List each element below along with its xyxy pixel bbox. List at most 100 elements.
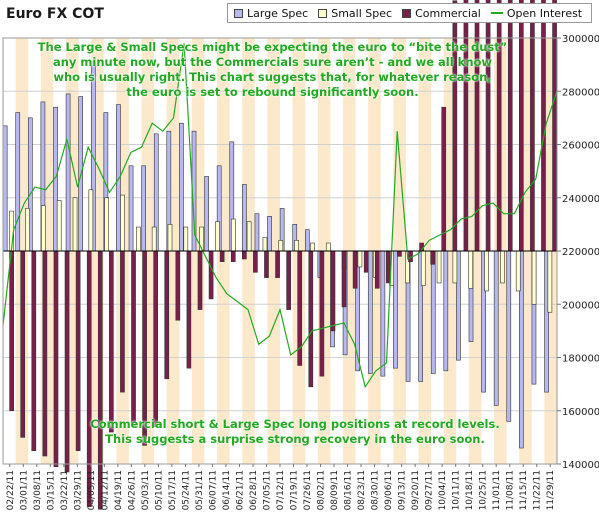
bar-small-spec xyxy=(294,240,299,252)
x-tick-label: 10/18/11 xyxy=(465,470,475,510)
bar-small-spec xyxy=(357,250,363,268)
x-tick-label: 11/15/11 xyxy=(519,470,529,510)
x-tick-label: 08/16/11 xyxy=(344,470,354,510)
legend-swatch-commercial xyxy=(402,8,412,18)
bar-small-spec xyxy=(531,250,537,305)
x-tick-label: 11/01/11 xyxy=(492,470,502,510)
x-tick-label: 04/26/11 xyxy=(127,470,137,510)
bar-commercial xyxy=(386,250,391,284)
x-tick-label: 04/05/11 xyxy=(87,470,97,510)
bar-commercial xyxy=(131,250,136,428)
legend-item-large-spec: Large Spec xyxy=(234,7,308,20)
bar-small-spec xyxy=(72,197,78,252)
x-tick-label: 04/12/11 xyxy=(100,470,110,510)
bar-small-spec xyxy=(199,226,204,252)
y-tick-label: 220000 xyxy=(562,247,599,258)
bar-large-spec xyxy=(430,250,436,374)
bar-small-spec xyxy=(325,242,331,252)
bar-small-spec xyxy=(215,221,220,252)
bar-commercial xyxy=(330,250,336,332)
bar-large-spec xyxy=(493,250,499,406)
bar-commercial xyxy=(352,250,358,289)
x-tick-label: 05/24/11 xyxy=(181,470,191,510)
bar-small-spec xyxy=(56,200,62,252)
bar-large-spec xyxy=(443,250,449,372)
bar-commercial xyxy=(208,250,214,300)
legend-label-small-spec: Small Spec xyxy=(331,6,393,20)
bar-large-spec xyxy=(2,125,8,252)
x-tick-label: 10/25/11 xyxy=(479,470,489,510)
bar-commercial xyxy=(430,250,436,265)
bar-commercial xyxy=(175,250,181,321)
bar-large-spec xyxy=(267,216,272,252)
bar-commercial xyxy=(219,250,225,262)
right-axis-ticks: 300000 280000 260000 240000 220000 200000 1800… xyxy=(557,34,599,471)
x-tick-label: 11/22/11 xyxy=(533,470,543,510)
bar-large-spec xyxy=(304,229,310,252)
bar-small-spec xyxy=(515,250,521,292)
bar-commercial xyxy=(20,250,26,438)
bar-small-spec xyxy=(120,194,125,252)
bars-layer xyxy=(2,0,557,510)
bar-commercial xyxy=(397,250,402,257)
x-tick-label: 09/13/11 xyxy=(398,470,408,510)
bar-small-spec xyxy=(500,250,505,284)
bar-small-spec xyxy=(41,205,46,252)
legend-item-commercial: Commercial xyxy=(402,7,481,20)
bar-commercial xyxy=(164,250,170,380)
x-tick-label: 02/22/11 xyxy=(6,470,16,510)
x-tick-label: 03/01/11 xyxy=(19,470,29,510)
x-tick-label: 06/07/11 xyxy=(208,470,218,510)
bar-large-spec xyxy=(367,250,373,374)
x-tick-label: 07/05/11 xyxy=(262,470,272,510)
bar-commercial xyxy=(230,250,236,262)
bar-commercial xyxy=(153,250,159,428)
x-tick-label: 10/04/11 xyxy=(438,470,448,510)
x-tick-label: 03/22/11 xyxy=(60,470,70,510)
annotation-bottom: Commercial short & Large Spec long posit… xyxy=(60,417,530,447)
bar-commercial xyxy=(86,250,92,507)
x-tick-label: 07/12/11 xyxy=(276,470,286,510)
legend-item-small-spec: Small Spec xyxy=(318,7,392,20)
bar-small-spec xyxy=(452,250,458,284)
bar-small-spec xyxy=(310,242,315,252)
bar-small-spec xyxy=(136,226,141,252)
bar-commercial xyxy=(374,250,380,289)
bar-commercial xyxy=(275,250,280,278)
x-tick-label: 10/11/11 xyxy=(452,470,462,510)
x-tick-label: 06/14/11 xyxy=(222,470,232,510)
legend-swatch-open-interest xyxy=(490,12,503,14)
x-tick-label: 05/10/11 xyxy=(154,470,164,510)
bar-small-spec xyxy=(468,250,474,289)
x-tick-label: 09/27/11 xyxy=(425,470,435,510)
open-interest-line xyxy=(2,43,558,389)
bar-commercial xyxy=(363,250,369,273)
x-tick-label: 05/03/11 xyxy=(141,470,151,510)
bar-commercial xyxy=(9,250,14,412)
bar-commercial xyxy=(109,250,114,433)
bar-large-spec xyxy=(65,93,71,252)
bar-small-spec xyxy=(167,224,173,252)
x-axis-ticks: 02/22/11 03/01/11 03/08/11 03/15/11 03/22/11… xyxy=(6,464,556,510)
y-tick-label: 280000 xyxy=(562,87,599,98)
bar-commercial xyxy=(186,250,192,369)
x-tick-label: 05/31/11 xyxy=(195,470,205,510)
bar-small-spec xyxy=(436,250,442,284)
bar-large-spec xyxy=(141,165,146,252)
bar-small-spec xyxy=(230,218,236,252)
x-tick-label: 08/02/11 xyxy=(317,470,327,510)
legend-label-large-spec: Large Spec xyxy=(247,6,309,20)
annotation-top-line-3: who is usually right. This chart suggest… xyxy=(53,70,492,84)
x-tick-label: 06/21/11 xyxy=(235,470,245,510)
annotation-top-line-4: the euro is set to rebound significantly… xyxy=(126,85,419,99)
bar-large-spec xyxy=(179,122,184,252)
x-tick-label: 11/08/11 xyxy=(506,470,516,510)
x-tick-label: 08/09/11 xyxy=(330,470,340,510)
bar-large-spec xyxy=(506,250,512,422)
bar-small-spec xyxy=(88,189,94,252)
legend-label-commercial: Commercial xyxy=(415,6,481,20)
x-tick-label: 03/29/11 xyxy=(73,470,83,510)
x-tick-label: 06/28/11 xyxy=(249,470,259,510)
x-tick-label: 03/08/11 xyxy=(33,470,43,510)
annotation-top-line-2: any minute now, but the Commercials sure… xyxy=(52,55,493,69)
